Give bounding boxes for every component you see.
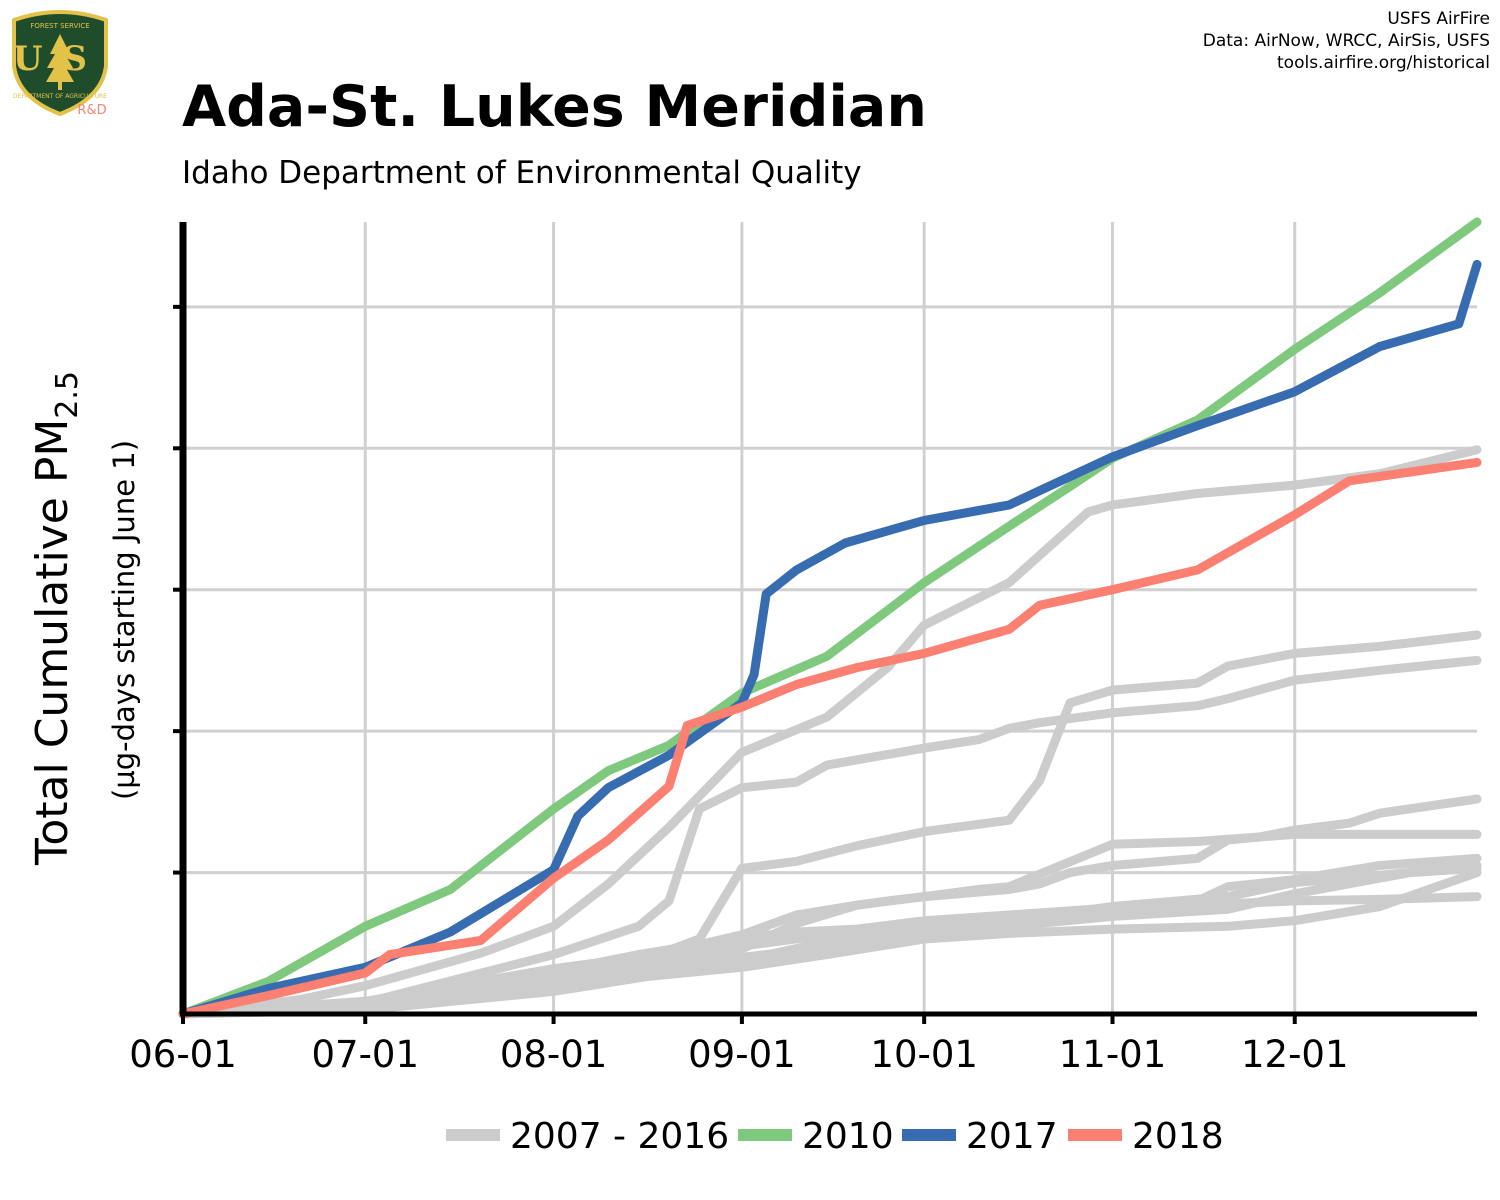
series-line-historical xyxy=(178,892,1482,1019)
series-line-2018 xyxy=(178,457,1482,1019)
y-axis-label: Total Cumulative PM2.5 xyxy=(27,371,85,866)
logo-badge: R&D xyxy=(77,103,106,118)
series-line-2010 xyxy=(178,217,1482,1019)
logo-top-text: FOREST SERVICE xyxy=(30,22,89,30)
x-tick-label: 06-01 xyxy=(129,1033,237,1076)
logo-bottom-text: DEPARTMENT OF AGRICULTURE xyxy=(13,93,107,100)
series-line-historical xyxy=(178,655,1482,1019)
forest-service-logo: FOREST SERVICE US DEPARTMENT OF AGRICULT… xyxy=(12,10,108,118)
chart-subtitle: Idaho Department of Environmental Qualit… xyxy=(182,155,862,191)
legend-label: 2010 xyxy=(802,1116,894,1157)
axes: 06-01 07-01 08-01 09-01 10-01 11-01 12-01 xyxy=(129,222,1477,1076)
x-tick-label: 12-01 xyxy=(1241,1033,1349,1076)
legend-label: 2018 xyxy=(1132,1116,1224,1157)
legend-label: 2017 xyxy=(966,1116,1058,1157)
y-axis-label-main: Total Cumulative PM xyxy=(27,419,78,866)
series-line-historical xyxy=(178,868,1482,1019)
x-tick-label: 10-01 xyxy=(870,1033,978,1076)
credit-line: Data: AirNow, WRCC, AirSis, USFS xyxy=(1202,31,1490,51)
legend-label: 2007 - 2016 xyxy=(510,1116,729,1157)
chart-title: Ada-St. Lukes Meridian xyxy=(182,74,927,140)
logo-shield-text: US xyxy=(13,39,107,79)
y-axis-labels: Total Cumulative PM2.5 (µg-days starting … xyxy=(27,371,141,866)
legend: 2007 - 2016 2010 2017 2018 xyxy=(446,1116,1224,1157)
series-line-2017 xyxy=(178,259,1482,1019)
credit-line: tools.airfire.org/historical xyxy=(1277,53,1490,73)
y-axis-secondary-label: (µg-days starting June 1) xyxy=(107,440,141,800)
series-line-historical xyxy=(178,445,1482,1019)
x-tick-label: 09-01 xyxy=(688,1033,796,1076)
x-tick-label: 08-01 xyxy=(500,1033,608,1076)
x-tick-label: 11-01 xyxy=(1059,1033,1167,1076)
series-layer xyxy=(178,217,1482,1019)
grid xyxy=(183,222,1477,1014)
credit-line: USFS AirFire xyxy=(1387,9,1490,29)
tree-icon xyxy=(46,34,74,90)
x-tick-label: 07-01 xyxy=(311,1033,419,1076)
y-axis-label-subscript: 2.5 xyxy=(50,371,85,419)
credits: USFS AirFire Data: AirNow, WRCC, AirSis,… xyxy=(1203,8,1490,74)
